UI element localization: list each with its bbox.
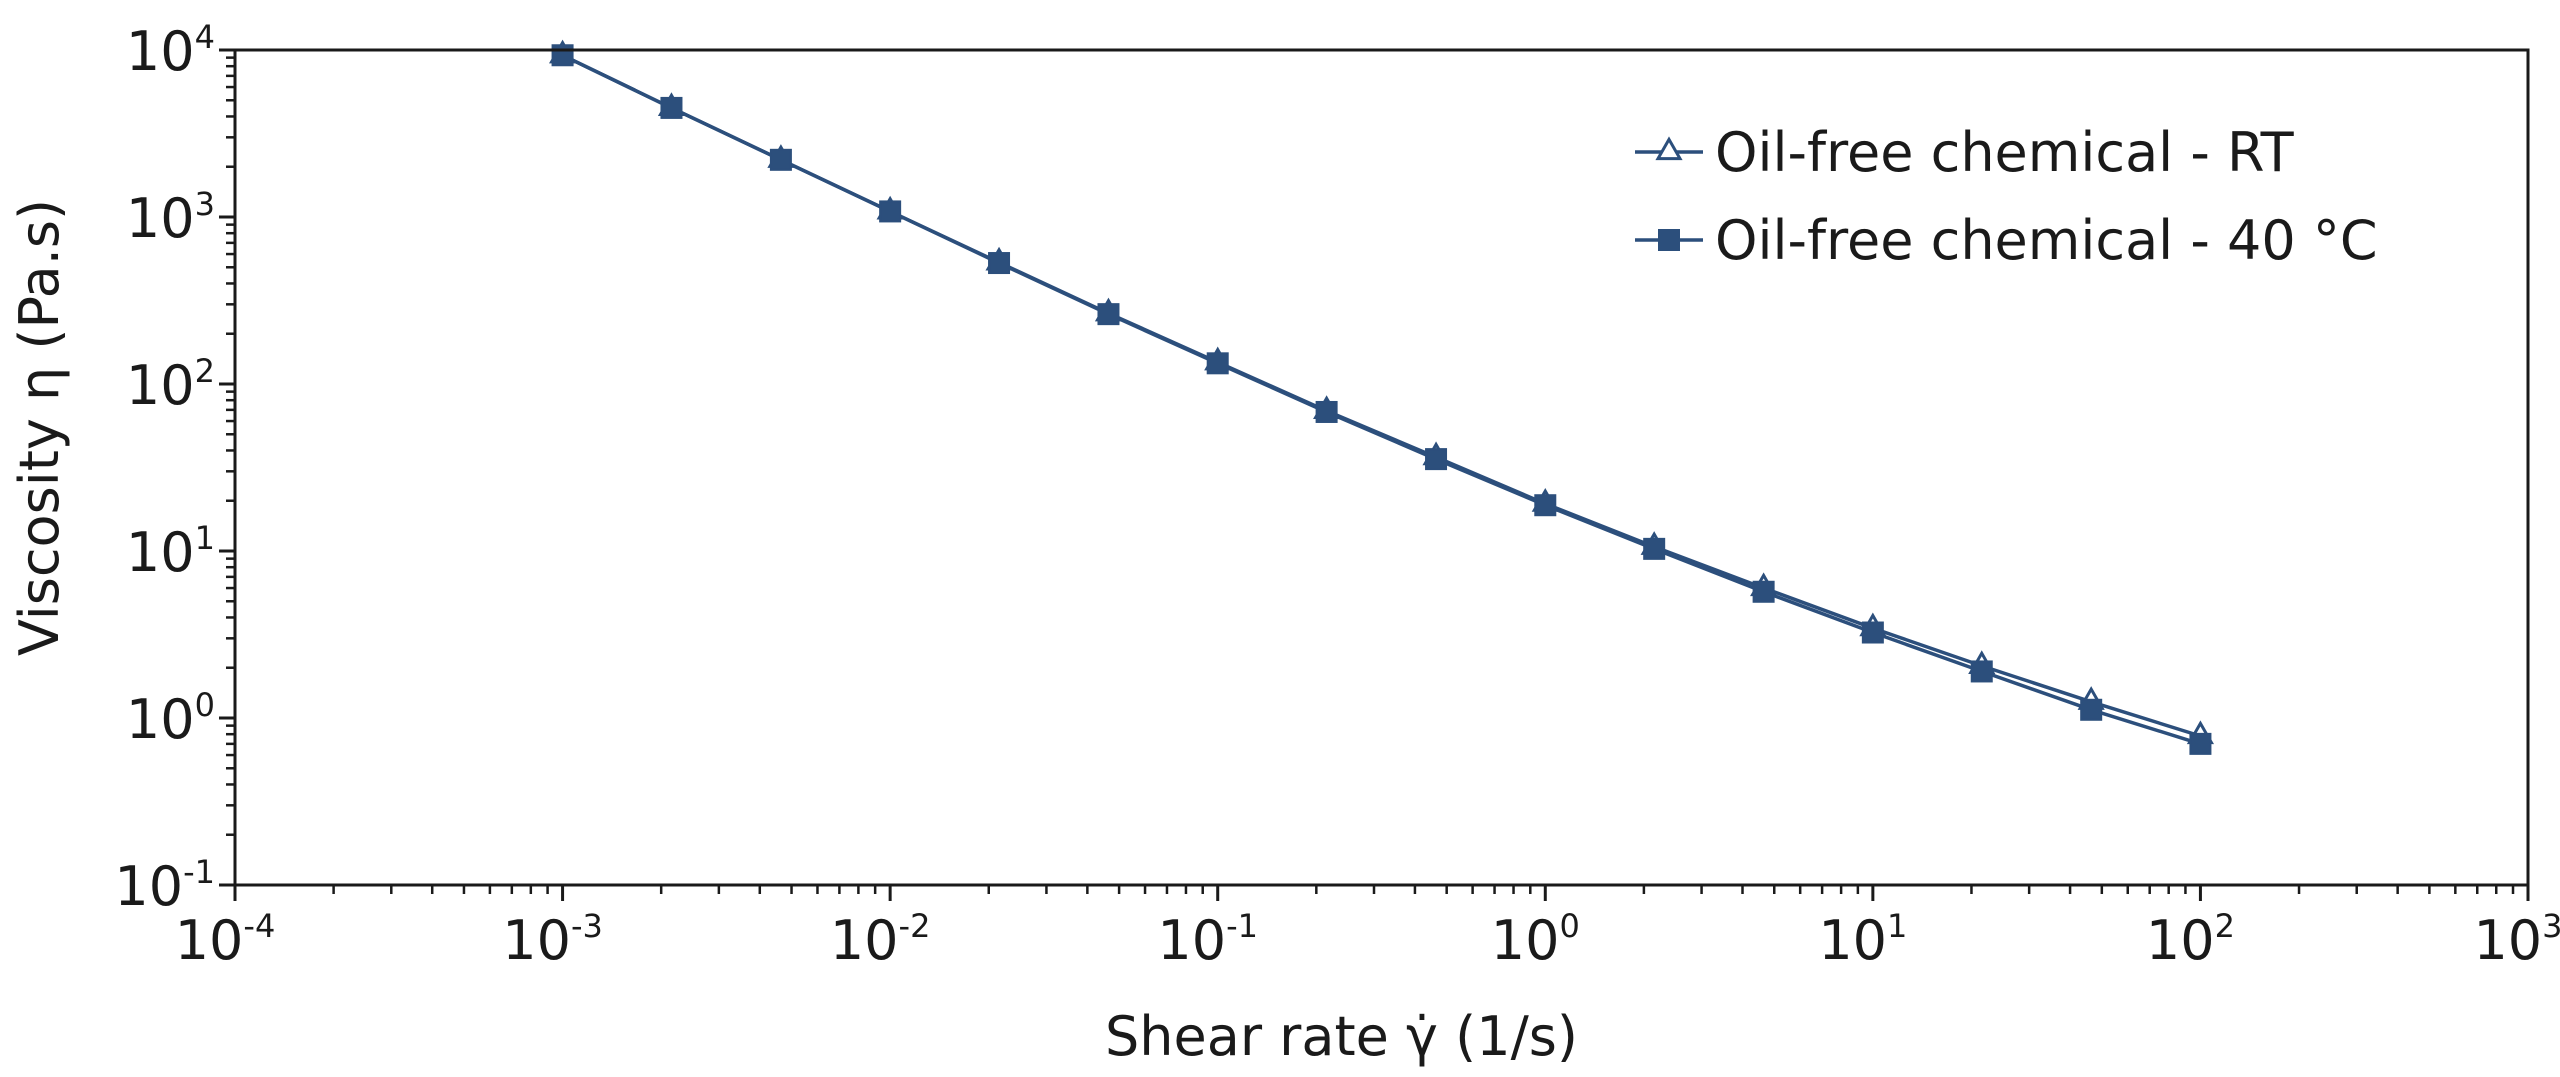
legend-marker bbox=[1658, 229, 1680, 251]
data-point bbox=[2080, 698, 2103, 721]
series-40c bbox=[551, 44, 2212, 755]
legend-marker-rt bbox=[1655, 136, 1683, 161]
data-point bbox=[879, 200, 902, 223]
x-tick-label: 10-2 bbox=[830, 907, 931, 972]
y-tick-label: 10-1 bbox=[114, 853, 215, 918]
legend-item-40c: Oil-free chemical - 40 °C bbox=[1635, 209, 2378, 272]
y-tick-label: 104 bbox=[126, 18, 215, 83]
series-line bbox=[561, 53, 2201, 746]
data-point bbox=[1206, 352, 1229, 375]
y-tick-label: 100 bbox=[126, 686, 215, 751]
data-point bbox=[660, 96, 683, 119]
data-point bbox=[1534, 494, 1557, 517]
legend-marker-40c bbox=[1658, 229, 1680, 251]
y-tick-label: 101 bbox=[126, 519, 215, 584]
x-tick-label: 10-1 bbox=[1157, 907, 1258, 972]
x-tick-label: 102 bbox=[2146, 907, 2235, 972]
data-point bbox=[1970, 660, 1993, 683]
data-point bbox=[769, 148, 792, 171]
data-point bbox=[988, 252, 1011, 275]
legend-label-40c: Oil-free chemical - 40 °C bbox=[1715, 209, 2378, 272]
y-tick-label: 103 bbox=[126, 185, 215, 250]
x-tick-label: 101 bbox=[1818, 907, 1907, 972]
x-axis-title: Shear rate γ̇ (1/s) bbox=[1105, 1005, 1578, 1068]
legend-item-rt: Oil-free chemical - RT bbox=[1635, 121, 2295, 184]
x-tick-label: 10-4 bbox=[175, 907, 276, 972]
major-ticks bbox=[219, 48, 2530, 901]
y-tick-label: 102 bbox=[126, 352, 215, 417]
x-tick-label: 103 bbox=[2473, 907, 2560, 972]
plot-frame bbox=[233, 48, 2530, 887]
data-point bbox=[2189, 732, 2212, 755]
data-point bbox=[1861, 621, 1884, 644]
x-tick-label: 10-3 bbox=[502, 907, 603, 972]
legend-marker bbox=[1655, 136, 1683, 161]
data-point bbox=[1643, 537, 1666, 560]
x-tick-label: 100 bbox=[1491, 907, 1580, 972]
series-layer bbox=[548, 39, 2215, 755]
data-point bbox=[551, 44, 574, 67]
y-axis-title: Viscosity η (Pa.s) bbox=[8, 199, 71, 656]
legend-label-rt: Oil-free chemical - RT bbox=[1715, 121, 2295, 184]
y-tick-labels: 10-1 100 101 102 103 104 bbox=[114, 18, 215, 918]
data-point bbox=[1097, 303, 1120, 326]
legend: Oil-free chemical - RT Oil-free chemical… bbox=[1635, 121, 2378, 272]
data-point bbox=[1315, 400, 1338, 423]
data-point bbox=[1752, 580, 1775, 603]
data-point bbox=[1425, 448, 1448, 471]
x-tick-labels: 10-4 10-3 10-2 10-1 100 101 102 103 bbox=[175, 907, 2560, 972]
